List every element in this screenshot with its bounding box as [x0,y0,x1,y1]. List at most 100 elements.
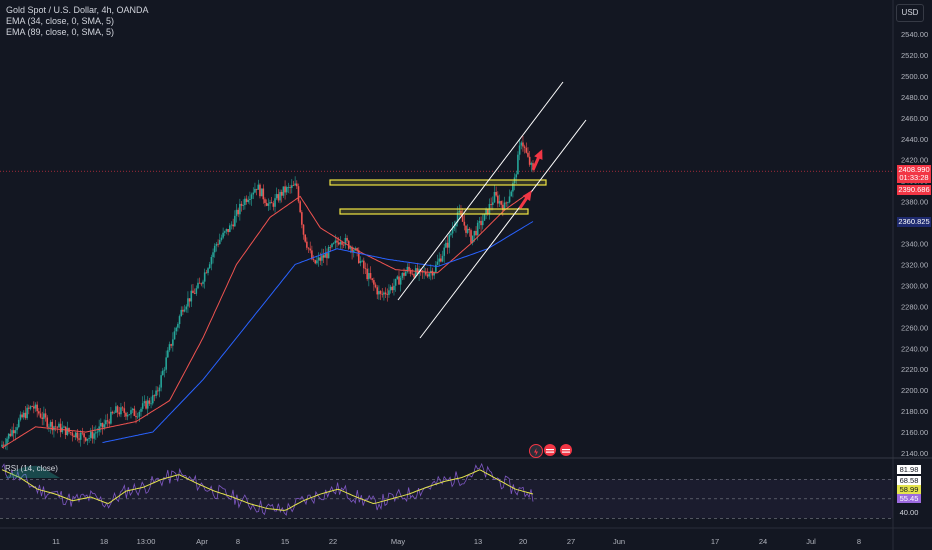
candle-body [493,191,496,203]
candle-body [34,404,37,409]
candle-body [123,408,126,413]
candle-body [91,431,94,439]
candle-body [167,350,169,358]
candle-body [120,407,122,415]
candle-body [406,266,409,272]
candle-body [368,273,370,280]
candle-body [145,401,147,409]
candle-body [327,246,330,259]
candle-body [523,146,526,148]
price-tick-label: 2420.00 [901,156,928,165]
candle-body [270,202,273,204]
rsi-badge-5: 40.00 [899,508,919,517]
rsi-overbought-fill [5,465,60,478]
time-axis-label: May [391,537,405,546]
candle-body [389,286,392,291]
candle-body [510,191,513,197]
candle-body [461,215,464,222]
candle-body [73,435,75,438]
candle-body [16,427,18,431]
candle-body [36,404,38,412]
candle-body [6,438,8,445]
price-tick-label: 2440.00 [901,135,928,144]
candle-body [433,272,435,276]
candle-body [257,184,260,190]
candle-body [527,152,529,157]
candle-body [502,204,504,211]
candle-body [408,266,410,270]
candle-body [235,209,238,216]
price-tick-label: 2220.00 [901,365,928,374]
candle-body [162,370,164,376]
candle-body [106,420,109,422]
candle-body [428,273,430,277]
candle-body [210,256,213,265]
candle-body [151,395,154,404]
ema89-legend[interactable]: EMA (89, close, 0, SMA, 5) [6,27,115,37]
candle-body [86,438,89,441]
candle-body [393,285,395,291]
candle-body [435,264,437,273]
ema34-legend[interactable]: EMA (34, close, 0, SMA, 5) [6,16,115,26]
candle-body [81,432,84,434]
candle-body [14,430,17,434]
candle-body [69,432,72,433]
candle-body [7,433,10,439]
currency-selector[interactable]: USD [896,4,924,22]
rsi-badge-2: 68.58 [897,476,921,485]
candle-body [503,202,506,211]
candle-body [282,186,285,196]
candle-body [29,406,32,409]
candle-body [453,226,456,229]
candle-body [386,294,389,295]
candle-body [63,426,65,428]
candle-body [93,433,95,439]
us-flag-event-icon[interactable] [544,444,556,456]
price-tick-label: 2140.00 [901,449,928,458]
candle-body [130,410,132,415]
candle-body [38,411,40,414]
candle-body [267,203,270,206]
candle-body [284,186,286,193]
rsi-legend[interactable]: RSI (14, close) [5,464,58,473]
candle-body [322,255,325,258]
candle-body [225,229,228,232]
us-flag-event-icon-2[interactable] [560,444,572,456]
candle-body [24,412,27,419]
candle-body [275,194,278,199]
candle-body [170,344,172,346]
ema34-price-badge: 2390.686 [897,185,931,195]
candle-body [341,242,343,245]
candle-body [113,412,116,414]
ema34-line [1,189,534,449]
price-tick-label: 2320.00 [901,260,928,269]
price-tick-label: 2300.00 [901,281,928,290]
candle-body [197,282,199,289]
candle-body [359,261,362,264]
symbol-title[interactable]: Gold Spot / U.S. Dollar, 4h, OANDA [6,5,149,15]
time-axis-label: 13:00 [137,537,156,546]
candle-body [115,406,117,413]
candle-body [414,268,417,278]
candle-body [193,293,196,294]
candle-body [265,202,268,206]
candle-body [11,430,13,436]
candle-body [441,255,444,262]
candle-body [279,191,281,201]
candle-body [381,293,384,295]
candle-body [498,201,501,204]
candle-body [497,195,499,204]
lightning-event-icon[interactable] [529,444,543,458]
candle-body [140,408,142,412]
candle-body [344,237,347,245]
candle-body [215,243,218,246]
candle-body [165,357,167,370]
candle-body [289,187,291,188]
candle-body [505,202,507,204]
time-axis-label: 22 [329,537,337,546]
candle-body [302,224,305,235]
time-axis-label: 8 [857,537,861,546]
candle-body [262,188,265,200]
